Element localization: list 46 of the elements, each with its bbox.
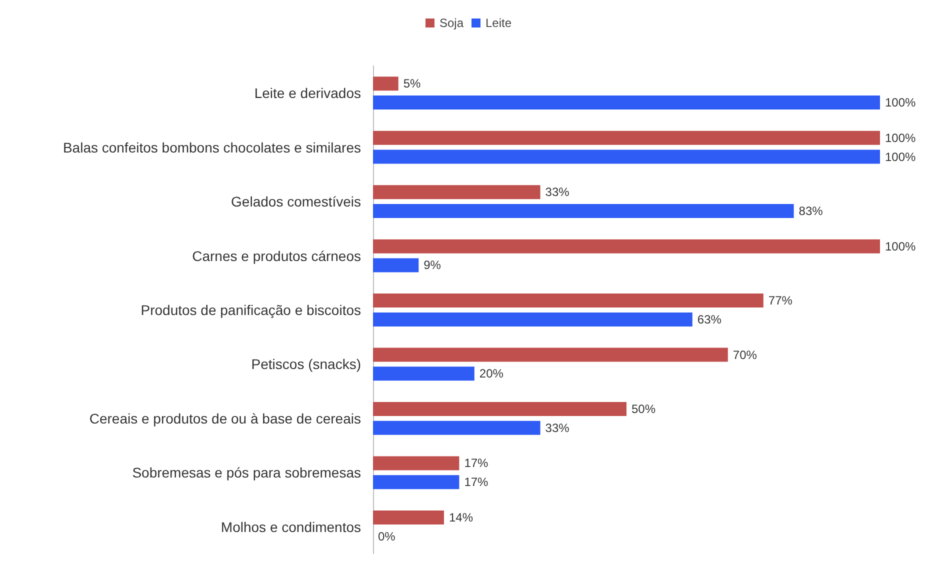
bar — [373, 456, 460, 470]
bar — [373, 312, 692, 326]
data-label: 70% — [732, 348, 758, 362]
bar — [373, 204, 794, 218]
y-tick-label: Leite e derivados — [254, 85, 361, 102]
data-label: 33% — [545, 185, 570, 200]
bar — [373, 150, 880, 164]
y-tick-label: Balas confeitos bombons chocolates e similares — [62, 139, 361, 156]
legend-label: Leite — [486, 16, 512, 30]
data-label: 5% — [403, 76, 422, 91]
bar — [373, 510, 444, 524]
y-tick-label: Petiscos (snacks) — [251, 356, 361, 372]
bar — [373, 239, 880, 254]
data-label: 63% — [697, 312, 722, 326]
bar — [373, 420, 540, 435]
data-label: 100% — [885, 150, 916, 164]
data-label: 100% — [885, 130, 916, 145]
bar — [373, 475, 460, 490]
data-label: 77% — [768, 294, 793, 308]
bar — [373, 130, 880, 145]
data-label: 100% — [885, 239, 916, 254]
bar — [373, 258, 419, 272]
y-tick-label: Gelados comestíveis — [231, 194, 361, 210]
bar — [373, 402, 626, 416]
y-tick-label: Produtos de panificação e biscoitos — [140, 302, 361, 318]
data-label: 50% — [632, 402, 656, 416]
bar — [373, 366, 474, 381]
data-label: 33% — [545, 420, 570, 435]
bar — [373, 294, 764, 308]
data-label: 9% — [424, 258, 442, 272]
y-tick-label: Carnes e produtos cárneos — [192, 248, 361, 264]
bar — [373, 76, 398, 91]
data-label: 83% — [798, 204, 824, 218]
data-label: 17% — [464, 475, 489, 490]
data-label: 17% — [464, 456, 489, 470]
data-label: 0% — [378, 529, 396, 544]
bar — [373, 185, 540, 200]
y-tick-label: Sobremesas e pós para sobremesas — [132, 464, 361, 481]
y-tick-label: Cereais e produtos de ou à base de cereais — [89, 410, 361, 426]
bar — [373, 96, 880, 110]
bar — [373, 348, 728, 362]
y-tick-label: Molhos e condimentos — [220, 518, 361, 535]
data-label: 20% — [479, 366, 504, 381]
data-label: 100% — [885, 96, 916, 110]
legend-label: Soja — [439, 16, 464, 30]
data-label: 14% — [448, 510, 474, 524]
